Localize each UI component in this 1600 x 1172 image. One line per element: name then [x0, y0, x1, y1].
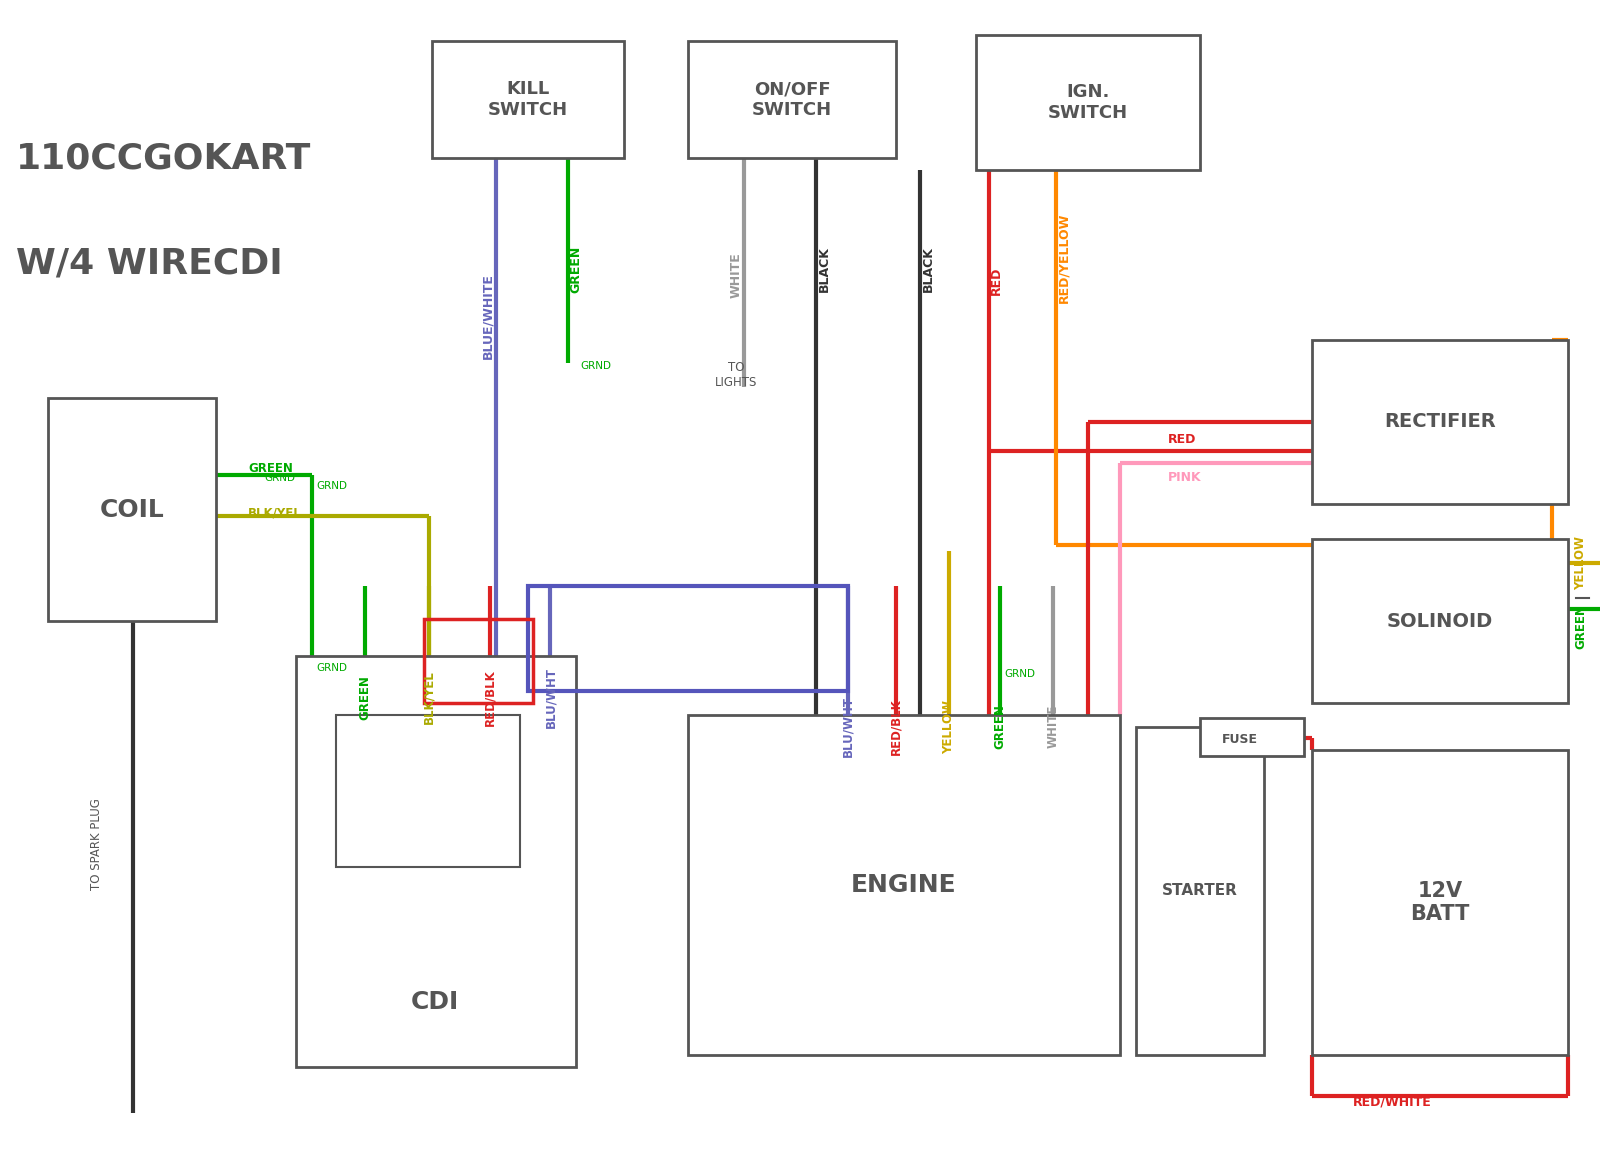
- Text: GREEN: GREEN: [994, 704, 1006, 749]
- Text: GRND: GRND: [581, 361, 611, 370]
- Text: RED: RED: [990, 267, 1003, 295]
- Text: GRND: GRND: [317, 482, 347, 491]
- Text: PINK: PINK: [1168, 470, 1202, 484]
- Text: RECTIFIER: RECTIFIER: [1384, 413, 1496, 431]
- Text: BLK/YEL: BLK/YEL: [422, 670, 435, 724]
- Text: RED/BLK: RED/BLK: [890, 699, 902, 755]
- Text: W/4 WIRECDI: W/4 WIRECDI: [16, 246, 283, 281]
- FancyBboxPatch shape: [976, 35, 1200, 170]
- Text: ENGINE: ENGINE: [851, 873, 957, 897]
- FancyBboxPatch shape: [1312, 539, 1568, 703]
- Text: COIL: COIL: [99, 498, 165, 522]
- Text: IGN.
SWITCH: IGN. SWITCH: [1048, 83, 1128, 122]
- Text: YELLOW: YELLOW: [1574, 536, 1587, 590]
- FancyBboxPatch shape: [296, 656, 576, 1067]
- Text: RED: RED: [1168, 432, 1197, 447]
- Text: GRND: GRND: [264, 473, 294, 483]
- Text: BLK/YEL: BLK/YEL: [248, 506, 302, 520]
- FancyBboxPatch shape: [1312, 340, 1568, 504]
- Text: BLU/WHT: BLU/WHT: [842, 696, 854, 757]
- FancyBboxPatch shape: [432, 41, 624, 158]
- Text: YELLOW: YELLOW: [942, 700, 955, 754]
- Text: STARTER: STARTER: [1162, 884, 1238, 898]
- FancyBboxPatch shape: [688, 715, 1120, 1055]
- Text: GREEN: GREEN: [1574, 605, 1587, 649]
- Text: RED/YELLOW: RED/YELLOW: [1058, 212, 1070, 304]
- Text: 12V
BATT: 12V BATT: [1410, 881, 1470, 924]
- Text: GRND: GRND: [317, 663, 347, 673]
- FancyBboxPatch shape: [336, 715, 520, 867]
- Text: RED/WHITE: RED/WHITE: [1352, 1095, 1432, 1109]
- Text: CDI: CDI: [411, 990, 459, 1014]
- Text: GREEN: GREEN: [248, 462, 293, 476]
- Text: 110CCGOKART: 110CCGOKART: [16, 141, 312, 176]
- Text: FUSE: FUSE: [1222, 732, 1258, 747]
- Text: GRND: GRND: [1005, 669, 1035, 679]
- FancyBboxPatch shape: [1136, 727, 1264, 1055]
- Text: GREEN: GREEN: [570, 246, 582, 293]
- FancyBboxPatch shape: [688, 41, 896, 158]
- Text: SOLINOID: SOLINOID: [1387, 612, 1493, 631]
- Text: ON/OFF
SWITCH: ON/OFF SWITCH: [752, 80, 832, 120]
- Text: BLACK: BLACK: [922, 246, 934, 293]
- Text: BLUE/WHITE: BLUE/WHITE: [482, 273, 494, 360]
- Text: GREEN: GREEN: [358, 675, 371, 720]
- FancyBboxPatch shape: [48, 398, 216, 621]
- Text: WHITE: WHITE: [1046, 704, 1059, 749]
- FancyBboxPatch shape: [1312, 750, 1568, 1055]
- Text: BLACK: BLACK: [818, 246, 830, 293]
- FancyBboxPatch shape: [1200, 718, 1304, 756]
- Text: TO SPARK PLUG: TO SPARK PLUG: [90, 798, 102, 890]
- Text: TO
LIGHTS: TO LIGHTS: [715, 361, 757, 389]
- Text: RED/BLK: RED/BLK: [483, 669, 496, 725]
- Text: WHITE: WHITE: [730, 252, 742, 299]
- Text: KILL
SWITCH: KILL SWITCH: [488, 80, 568, 120]
- Text: BLU/WHT: BLU/WHT: [544, 667, 557, 728]
